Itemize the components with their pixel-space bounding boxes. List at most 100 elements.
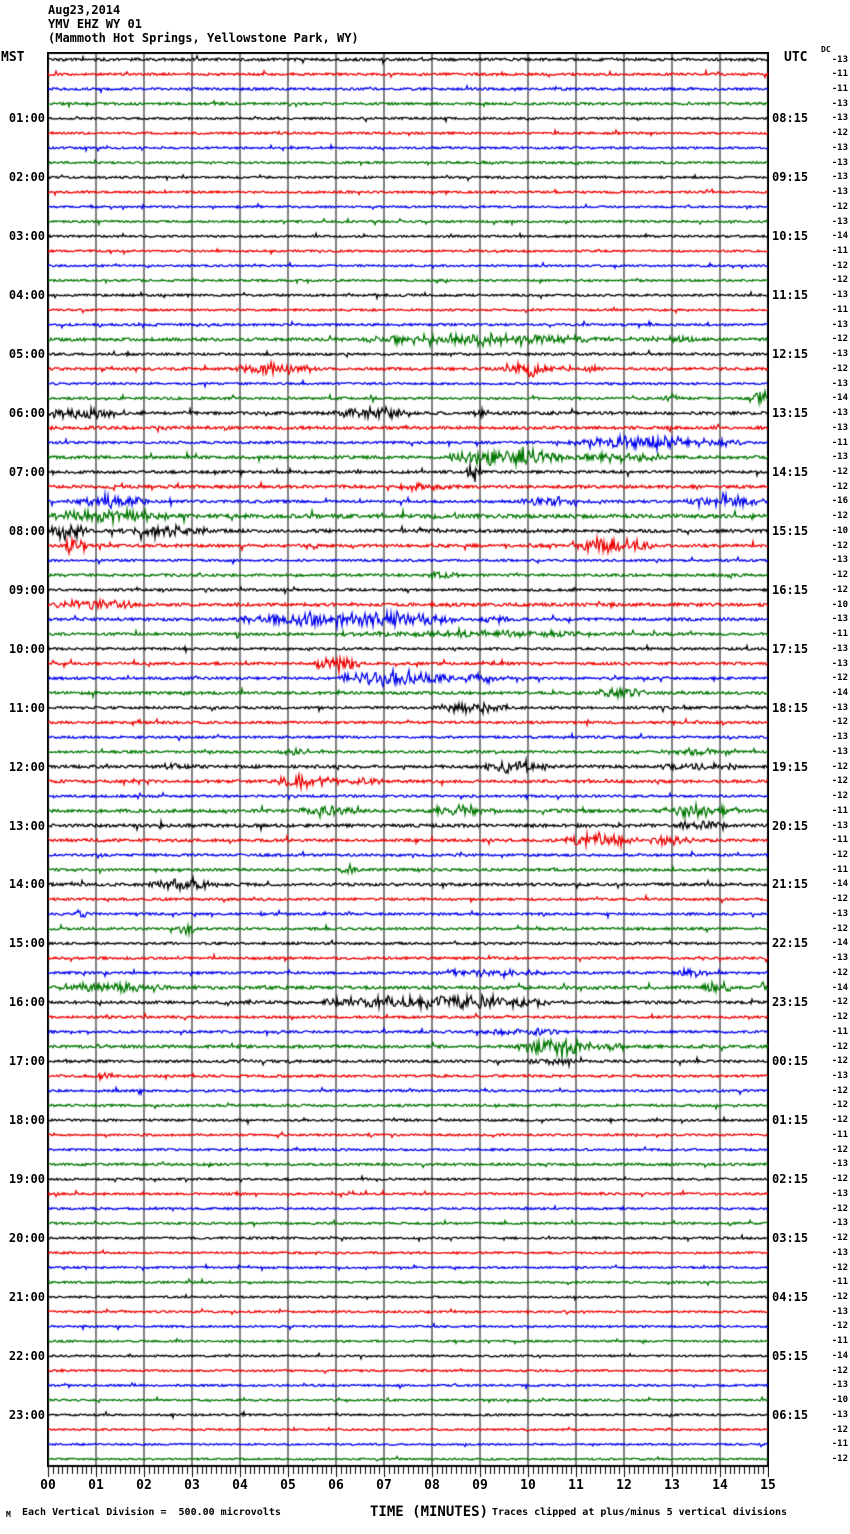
dc-value: -12 bbox=[831, 275, 848, 286]
clipping-note: Traces clipped at plus/minus 5 vertical … bbox=[492, 1507, 788, 1518]
dc-value: -12 bbox=[831, 673, 848, 684]
mst-label: 21:00 bbox=[8, 1289, 45, 1304]
minute-tick-label: 05 bbox=[280, 1478, 296, 1493]
dc-value: -13 bbox=[831, 157, 848, 168]
dc-value: -12 bbox=[831, 363, 848, 374]
dc-value: -12 bbox=[831, 1174, 848, 1185]
dc-value: -13 bbox=[831, 732, 848, 743]
mst-label: 09:00 bbox=[8, 582, 45, 597]
utc-label: 04:15 bbox=[772, 1289, 809, 1304]
dc-value: -13 bbox=[831, 746, 848, 757]
dc-value: -12 bbox=[831, 1291, 848, 1302]
utc-label: 21:15 bbox=[772, 877, 809, 892]
dc-value: -12 bbox=[831, 1321, 848, 1332]
minute-tick-label: 00 bbox=[40, 1478, 56, 1493]
dc-value: -10 bbox=[831, 525, 848, 536]
minute-tick-label: 09 bbox=[472, 1478, 488, 1493]
dc-value: -12 bbox=[831, 570, 848, 581]
utc-label: 15:15 bbox=[772, 523, 809, 538]
record-date: Aug23,2014 bbox=[48, 3, 121, 17]
utc-label: 10:15 bbox=[772, 229, 809, 244]
dc-value: -12 bbox=[831, 850, 848, 861]
minute-tick-label: 06 bbox=[328, 1478, 344, 1493]
mst-label: 20:00 bbox=[8, 1231, 45, 1246]
minute-tick-label: 07 bbox=[376, 1478, 392, 1493]
dc-value: -12 bbox=[831, 481, 848, 492]
dc-value: -13 bbox=[831, 452, 848, 463]
dc-value: -11 bbox=[831, 1129, 848, 1140]
mst-label: 19:00 bbox=[8, 1172, 45, 1187]
dc-value: -13 bbox=[831, 142, 848, 153]
dc-value: -11 bbox=[831, 835, 848, 846]
dc-value: -12 bbox=[831, 1012, 848, 1023]
minute-tick-label: 12 bbox=[616, 1478, 632, 1493]
dc-value: -13 bbox=[831, 614, 848, 625]
utc-label: 08:15 bbox=[772, 111, 809, 126]
utc-label: 22:15 bbox=[772, 936, 809, 951]
dc-value: -11 bbox=[831, 69, 848, 80]
dc-value: -12 bbox=[831, 260, 848, 271]
mst-label: 22:00 bbox=[8, 1348, 45, 1363]
mst-label: 12:00 bbox=[8, 759, 45, 774]
dc-value: -12 bbox=[831, 791, 848, 802]
dc-value: -10 bbox=[831, 599, 848, 610]
dc-value: -12 bbox=[831, 201, 848, 212]
dc-value: -12 bbox=[831, 967, 848, 978]
mst-label: 13:00 bbox=[8, 818, 45, 833]
minute-tick-label: 15 bbox=[760, 1478, 776, 1493]
corner-marker: M bbox=[6, 1510, 11, 1519]
utc-label: 20:15 bbox=[772, 818, 809, 833]
utc-label: 09:15 bbox=[772, 170, 809, 185]
utc-label: 14:15 bbox=[772, 464, 809, 479]
dc-value: -13 bbox=[831, 643, 848, 654]
seismogram-canvas bbox=[47, 52, 769, 1480]
dc-value: -13 bbox=[831, 1380, 848, 1391]
dc-value: -14 bbox=[831, 982, 848, 993]
dc-value: -13 bbox=[831, 1071, 848, 1081]
utc-label: 01:15 bbox=[772, 1113, 809, 1128]
dc-value: -12 bbox=[831, 776, 848, 787]
dc-value: -12 bbox=[831, 1203, 848, 1214]
minute-tick-label: 11 bbox=[568, 1478, 584, 1493]
dc-value: -13 bbox=[831, 820, 848, 831]
utc-label: 16:15 bbox=[772, 582, 809, 597]
mst-label: 01:00 bbox=[8, 111, 45, 126]
dc-value: -12 bbox=[831, 894, 848, 905]
dc-value: -13 bbox=[831, 555, 848, 566]
mst-label: 07:00 bbox=[8, 464, 45, 479]
minute-tick-label: 03 bbox=[184, 1478, 200, 1493]
dc-value: -13 bbox=[831, 349, 848, 360]
dc-value: -12 bbox=[831, 1262, 848, 1273]
dc-value: -13 bbox=[831, 658, 848, 669]
dc-value: -13 bbox=[831, 1159, 848, 1170]
mst-label: 03:00 bbox=[8, 229, 45, 244]
mst-label: 06:00 bbox=[8, 406, 45, 421]
utc-label: 19:15 bbox=[772, 759, 809, 774]
dc-value: -13 bbox=[831, 408, 848, 419]
minute-tick-label: 04 bbox=[232, 1478, 248, 1493]
dc-value: -13 bbox=[831, 1247, 848, 1258]
dc-value: -11 bbox=[831, 83, 848, 94]
dc-value: -11 bbox=[831, 1336, 848, 1347]
minute-tick-label: 10 bbox=[520, 1478, 536, 1493]
utc-label: 18:15 bbox=[772, 700, 809, 715]
dc-value: -11 bbox=[831, 1439, 848, 1450]
mst-label: 02:00 bbox=[8, 170, 45, 185]
left-timezone-header: MST bbox=[1, 50, 25, 65]
mst-label: 16:00 bbox=[8, 995, 45, 1010]
minute-tick-label: 14 bbox=[712, 1478, 728, 1493]
dc-value: -12 bbox=[831, 584, 848, 595]
dc-value: -12 bbox=[831, 540, 848, 551]
dc-value: -13 bbox=[831, 702, 848, 713]
dc-value: -14 bbox=[831, 687, 848, 698]
dc-value: -12 bbox=[831, 334, 848, 345]
dc-value: -12 bbox=[831, 1424, 848, 1435]
dc-offset-header: DC bbox=[821, 45, 831, 54]
dc-value: -13 bbox=[831, 378, 848, 389]
mst-label: 17:00 bbox=[8, 1054, 45, 1069]
dc-value: -13 bbox=[831, 187, 848, 198]
utc-label: 13:15 bbox=[772, 406, 809, 421]
dc-value: -13 bbox=[831, 1188, 848, 1199]
dc-value: -13 bbox=[831, 319, 848, 330]
utc-label: 00:15 bbox=[772, 1054, 809, 1069]
